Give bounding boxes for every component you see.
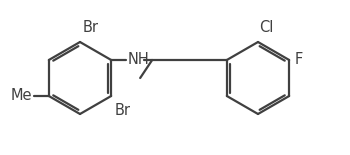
Text: F: F bbox=[294, 53, 302, 67]
Text: Br: Br bbox=[83, 20, 99, 35]
Text: Me: Me bbox=[10, 89, 32, 104]
Text: NH: NH bbox=[127, 53, 149, 67]
Text: Cl: Cl bbox=[259, 20, 273, 35]
Text: Br: Br bbox=[114, 103, 130, 118]
